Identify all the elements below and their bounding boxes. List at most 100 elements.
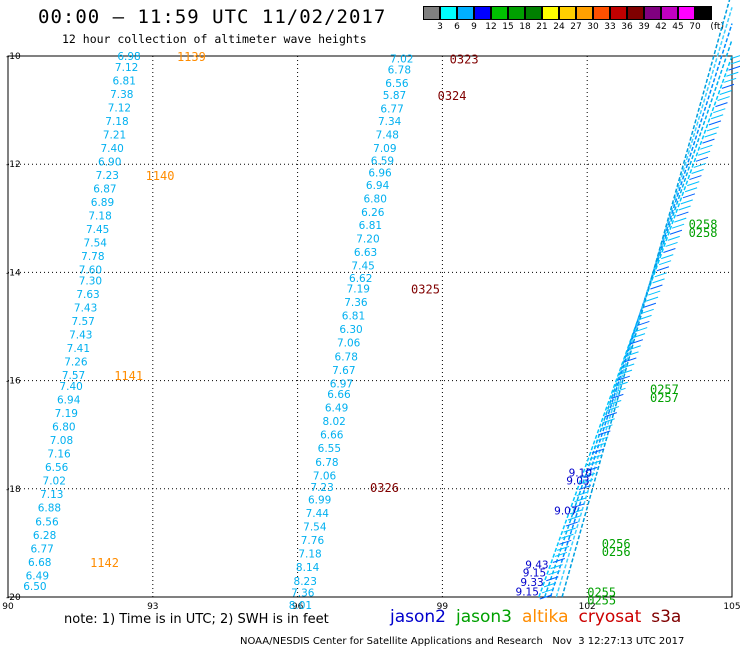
track-value-label: 9.15 [523,568,546,580]
y-tick-label: -14 [6,268,21,278]
track-value-label: 9.43 [525,560,548,572]
track-value-label: 6.26 [361,207,385,219]
swath-hatch-mark [726,71,739,77]
track-value-label: 6.63 [354,247,377,259]
x-tick-label: 90 [2,602,14,612]
swath-hatch-mark [630,339,644,345]
swath-hatch-mark [617,375,631,381]
chart-title: 00:00 – 11:59 UTC 11/02/2017 [38,6,387,28]
track-value-label: 6.88 [38,503,61,515]
track-value-label: 6.81 [113,75,136,87]
y-tick-label: -16 [6,377,21,387]
track-value-label: 6.30 [339,324,362,336]
swath-hatch-mark [710,114,724,120]
color-scale-swatch [627,6,644,20]
credit-line: NOAA/NESDIS Center for Satellite Applica… [240,636,685,647]
x-tick-label: 93 [147,602,158,612]
x-tick-label: 99 [437,602,449,612]
swath-hatch-mark [684,187,698,193]
track-value-label: 6.97 [330,378,353,390]
swath-hatch-mark [569,509,583,515]
color-scale-swatch [542,6,559,20]
track-value-label: 7.45 [86,224,109,236]
track-value-label: 7.21 [103,129,126,141]
track-value-label: 5.87 [383,90,406,102]
color-scale-swatch [474,6,491,20]
swath-hatch-mark [578,485,591,491]
track-value-label: 7.19 [347,284,370,296]
track-value-label: 6.78 [315,457,338,469]
track-value-label: 6.66 [320,430,344,442]
track-value-label: 6.77 [30,543,53,555]
track-value-label: 9.07 [554,505,577,517]
track-value-label: 7.12 [115,62,138,74]
track-value-label: 7.43 [74,303,97,315]
track-value-label: 7.02 [43,476,66,488]
track-value-label: 6.77 [380,103,403,115]
swath-hatch-mark [654,272,667,278]
swath-hatch-mark [574,497,587,503]
track-value-label: 7.08 [50,435,73,447]
color-scale-swatch [610,6,627,20]
color-scale-swatch [491,6,508,20]
pass-number-label: 0324 [438,89,467,103]
swath-hatch-mark [719,89,732,95]
color-scale-label: 33 [604,22,616,32]
swath-hatch-mark [730,60,740,65]
track-value-label: 7.78 [81,251,104,263]
pass-number-label: 1141 [114,369,143,383]
swath-hatch-mark [556,545,570,551]
color-scale-label: 3 [437,22,443,32]
track-value-label: 7.60 [79,265,102,277]
color-scale-label: 21 [536,22,548,32]
satellite-legend: jason2 jason3 altika cryosat s3a [390,607,691,627]
track-value-label: 7.18 [298,549,321,561]
track-value-label: 7.44 [306,508,330,520]
chart-subtitle: 12 hour collection of altimeter wave hei… [62,32,367,46]
color-scale-label: 24 [553,22,565,32]
swath-hatch-mark [671,223,685,229]
swath-hatch-mark [552,558,565,564]
track-value-label: 6.81 [342,311,365,323]
track-value-label: 7.36 [344,297,368,309]
track-value-label: 7.23 [310,482,333,494]
track-value-label: 6.59 [371,155,394,167]
track-value-label: 7.54 [303,522,327,534]
satellite-legend-altika: altika [522,607,569,627]
color-scale-swatch [593,6,610,20]
track-value-label: 7.02 [390,54,413,66]
y-tick-label: -20 [6,593,21,603]
track-value-label: 7.45 [351,260,374,272]
pass-number-label: 0256 [602,537,631,551]
color-scale-swatch [457,6,474,20]
track-value-label: 7.34 [378,116,402,128]
swath-hatch-mark [587,460,600,466]
track-value-label: 7.26 [64,357,88,369]
satellite-swath-track [549,23,733,598]
color-scale-swatch [423,6,440,20]
plot-frame [7,55,733,598]
swath-hatch-mark [678,205,691,211]
swath-hatch-mark [704,132,717,138]
swath-hatch-mark [563,527,576,533]
color-scale-label: 30 [587,22,599,32]
track-value-label: 7.09 [373,143,396,155]
swath-hatch-mark [667,235,680,241]
color-scale-label: 36 [621,22,633,32]
pass-number-label: 0258 [689,226,718,240]
swath-hatch-mark [700,144,713,150]
swath-hatch-mark [632,333,646,339]
track-value-label: 8.23 [294,576,317,588]
color-scale-label: 18 [519,22,531,32]
track-value-label: 6.62 [349,273,372,285]
track-value-label: 7.57 [71,316,94,328]
swath-hatch-mark [580,479,594,484]
swath-hatch-mark [656,266,670,272]
track-value-label: 7.19 [55,408,78,420]
track-value-label: 7.40 [100,143,123,155]
track-value-label: 7.57 [62,370,85,382]
color-scale-label: 6 [454,22,460,32]
swath-hatch-mark [613,387,626,393]
track-value-label: 7.43 [69,330,92,342]
swath-hatch-mark [691,169,704,174]
